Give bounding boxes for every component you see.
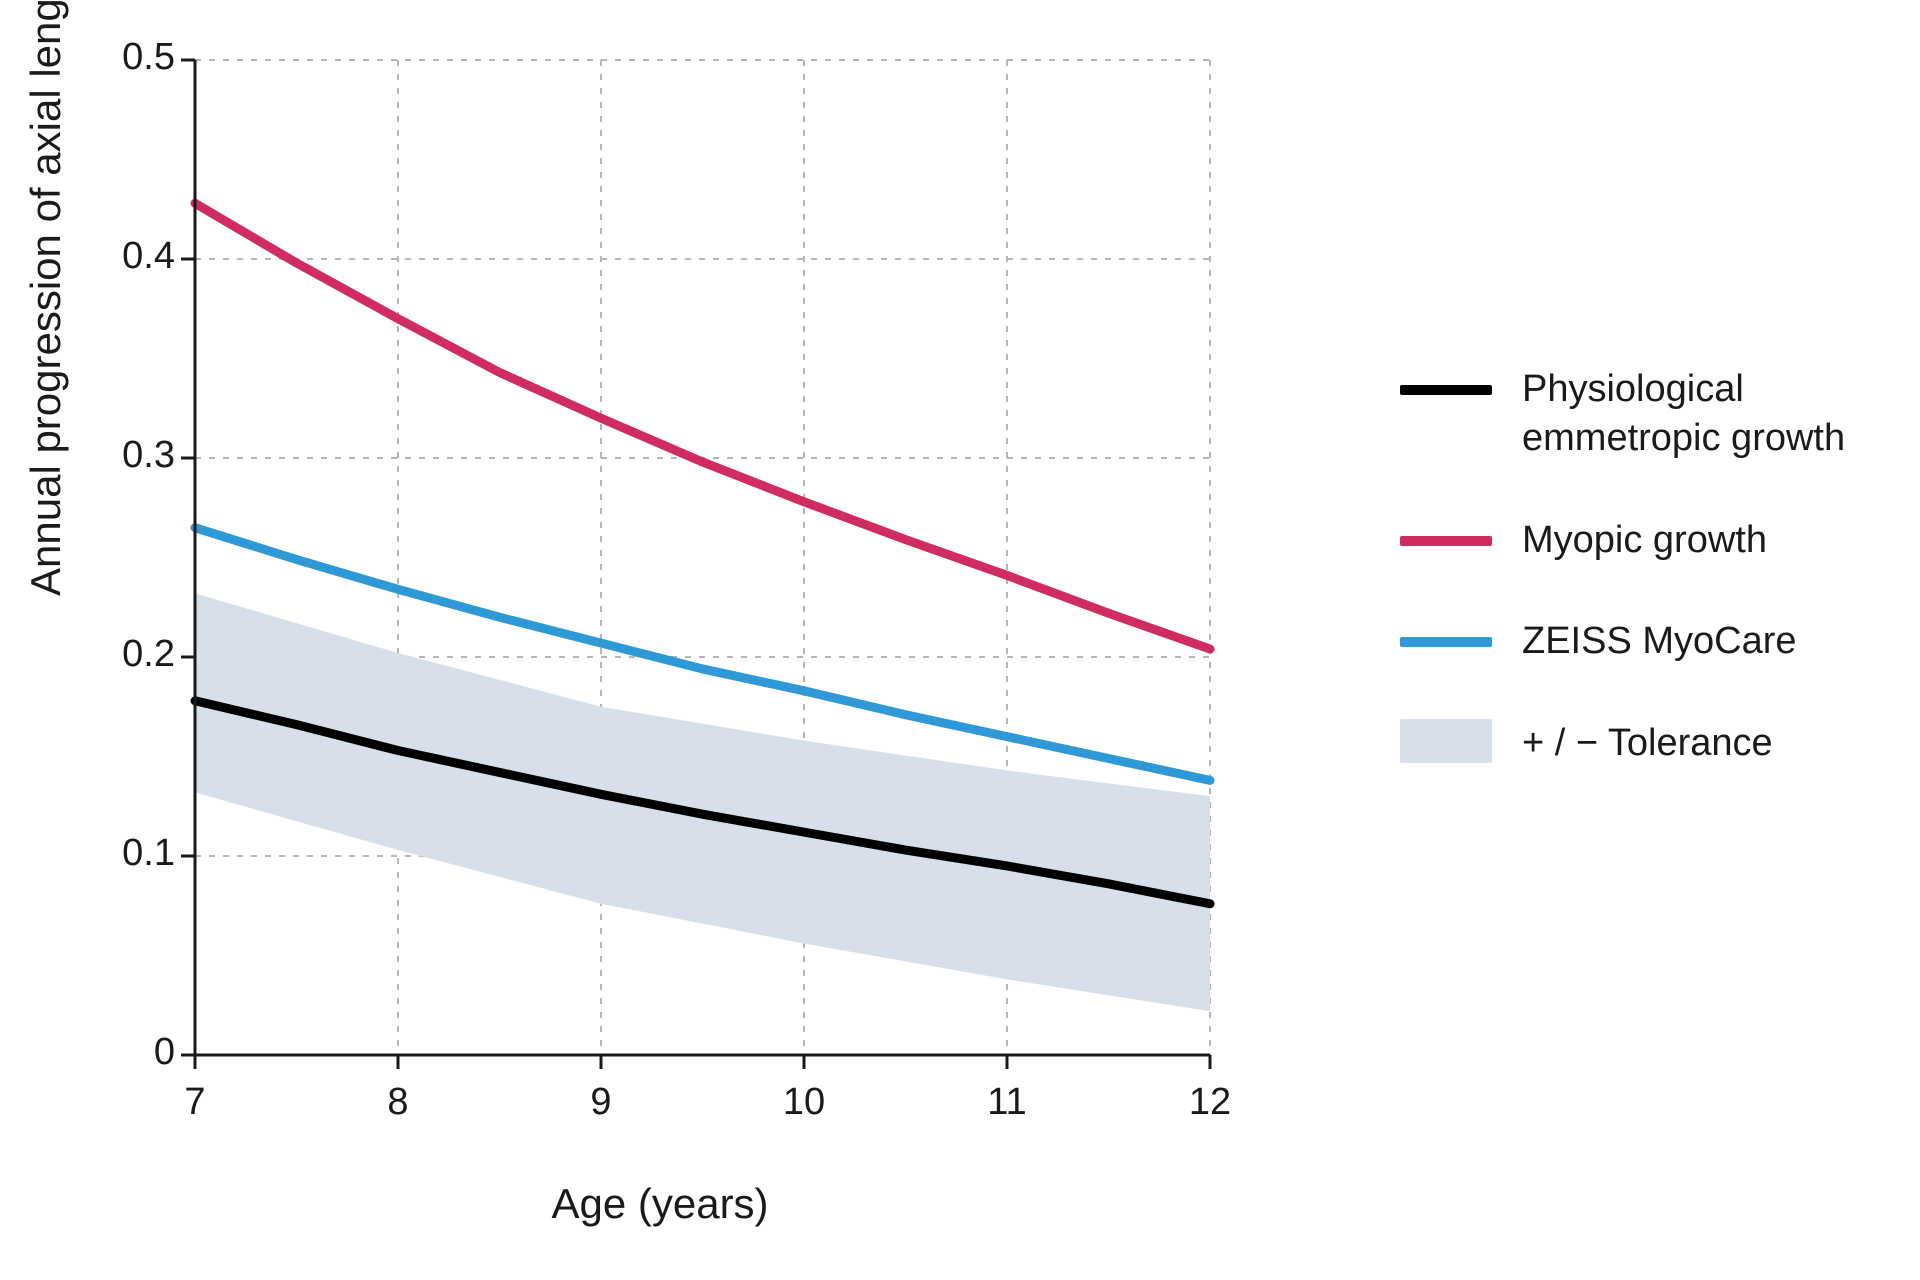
xtick-label: 10	[774, 1081, 834, 1124]
legend-item-tolerance: + / − Tolerance	[1400, 719, 1845, 768]
xtick-label: 8	[368, 1081, 428, 1124]
legend-swatch-tolerance	[1400, 719, 1492, 763]
x-axis-label: Age (years)	[551, 1180, 768, 1228]
legend-swatch-myocare	[1400, 637, 1492, 647]
legend-item-myopic: Myopic growth	[1400, 516, 1845, 565]
y-axis-label: Annual progression of axial length (mm)	[22, 0, 70, 596]
xtick-label: 9	[571, 1081, 631, 1124]
xtick-label: 12	[1180, 1081, 1240, 1124]
legend-label-physio: Physiologicalemmetropic growth	[1522, 365, 1845, 464]
ytick-label: 0.2	[95, 633, 175, 676]
legend-label-myopic: Myopic growth	[1522, 516, 1767, 565]
ytick-label: 0.3	[95, 434, 175, 477]
legend-swatch-myopic	[1400, 536, 1492, 546]
legend-item-physio: Physiologicalemmetropic growth	[1400, 365, 1845, 464]
legend-label-tolerance: + / − Tolerance	[1522, 719, 1773, 768]
legend-swatch-physio	[1400, 385, 1492, 395]
legend-label-myocare: ZEISS MyoCare	[1522, 617, 1797, 666]
chart-container: { "chart": { "type": "line", "plot_area"…	[0, 0, 1920, 1280]
legend: Physiologicalemmetropic growth Myopic gr…	[1400, 365, 1845, 820]
xtick-label: 7	[165, 1081, 225, 1124]
ytick-label: 0	[95, 1031, 175, 1074]
ytick-label: 0.4	[95, 235, 175, 278]
xtick-label: 11	[977, 1081, 1037, 1124]
legend-item-myocare: ZEISS MyoCare	[1400, 617, 1845, 666]
ytick-label: 0.5	[95, 36, 175, 79]
ytick-label: 0.1	[95, 832, 175, 875]
